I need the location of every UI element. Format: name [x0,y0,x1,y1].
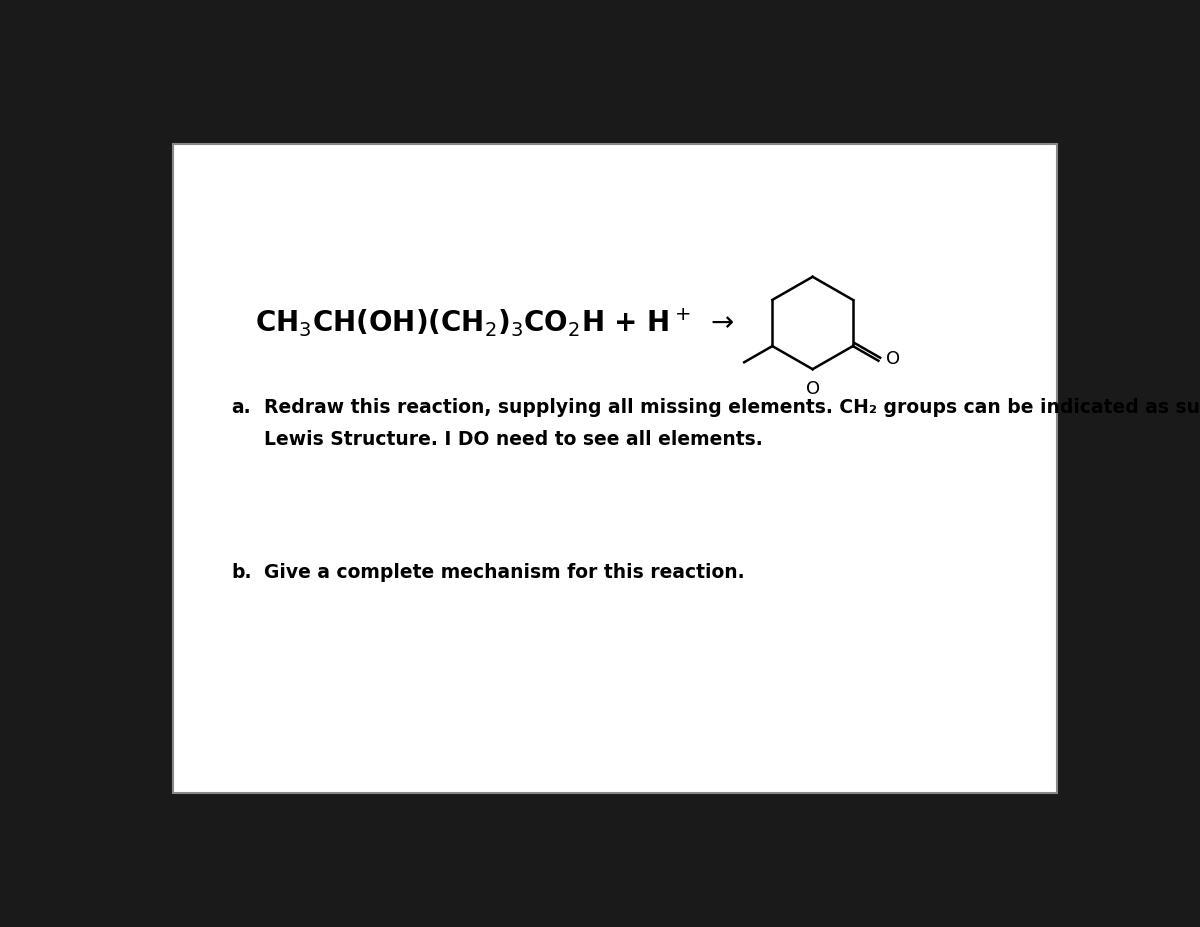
Text: CH$_3$CH(OH)(CH$_2$)$_3$CO$_2$H + H$^+$ $\rightarrow$: CH$_3$CH(OH)(CH$_2$)$_3$CO$_2$H + H$^+$ … [254,307,733,339]
Text: a.: a. [232,398,251,416]
Text: Lewis Structure. I DO need to see all elements.: Lewis Structure. I DO need to see all el… [264,430,763,449]
FancyBboxPatch shape [173,145,1057,793]
Text: Redraw this reaction, supplying all missing elements. CH₂ groups can be indicate: Redraw this reaction, supplying all miss… [264,398,1200,416]
Text: b.: b. [232,564,252,582]
Text: O: O [886,350,900,368]
Text: O: O [805,380,820,398]
Text: Give a complete mechanism for this reaction.: Give a complete mechanism for this react… [264,564,744,582]
